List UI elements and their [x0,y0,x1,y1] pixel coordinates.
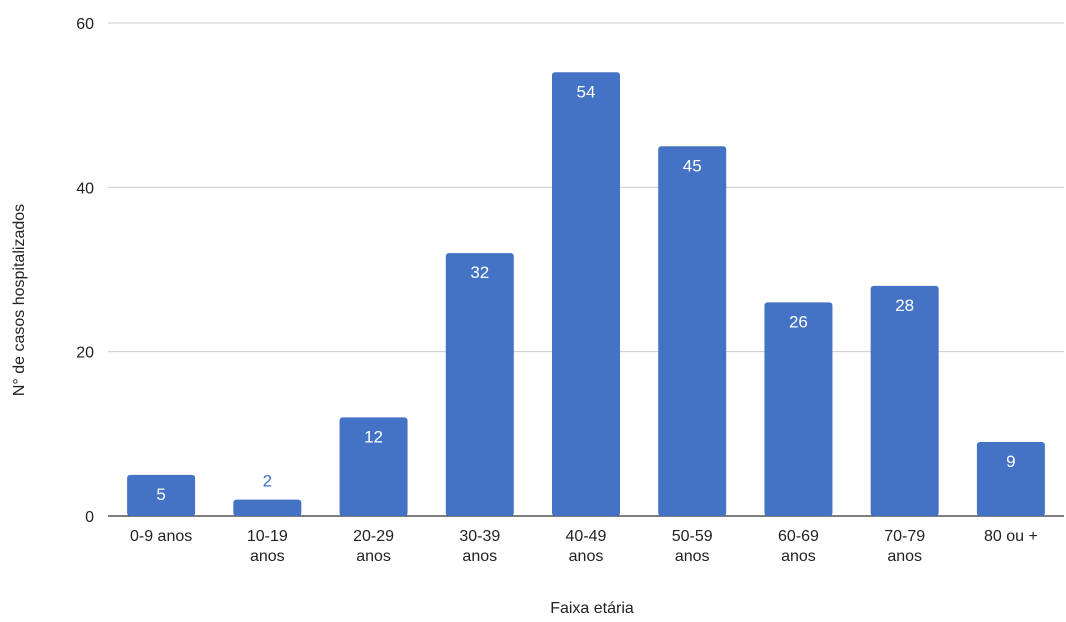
data-label: 32 [470,263,489,282]
y-tick-label: 60 [76,16,94,33]
x-tick-label: 70-79 [884,528,925,545]
data-label: 54 [577,82,596,101]
data-label: 5 [156,485,165,504]
data-label: 45 [683,156,702,175]
x-tick-label: anos [781,548,816,565]
data-label: 26 [789,312,808,331]
x-tick-label: 50-59 [672,528,713,545]
y-tick-label: 20 [76,345,94,362]
bar [870,285,939,516]
bar [976,442,1045,516]
x-tick-label: anos [250,548,285,565]
bar [658,146,727,516]
x-tick-label: 30-39 [459,528,500,545]
x-tick-label: anos [675,548,710,565]
data-label: 28 [895,296,914,315]
x-tick-label: anos [569,548,604,565]
bar [127,474,196,516]
data-label: 12 [364,427,383,446]
y-axis-title: N° de casos hospitalizados [11,204,28,396]
x-tick-label: 80 ou + [984,528,1038,545]
x-tick-label: anos [887,548,922,565]
bar [339,417,408,516]
x-tick-label: anos [356,548,391,565]
x-tick-label: 0-9 anos [130,528,192,545]
x-tick-label: anos [462,548,497,565]
x-axis-title: Faixa etária [550,600,634,617]
x-tick-label: 20-29 [353,528,394,545]
bars: 5 2 12 32 54 45 26 28 9 [127,72,1045,517]
y-tick-label: 40 [76,180,94,197]
x-tick-label: 40-49 [566,528,607,545]
bar [552,72,620,517]
y-tick-label: 0 [85,509,94,526]
x-axis-ticks: 0-9 anos 10-19 anos 20-29 anos 30-39 anos 40-49… [130,528,1038,565]
bar [233,499,302,516]
bar [445,253,514,517]
x-tick-label: 60-69 [778,528,819,545]
data-label: 2 [263,472,272,491]
data-label: 9 [1006,452,1015,471]
bar [764,302,833,516]
x-tick-label: 10-19 [247,528,288,545]
y-axis-ticks: 0 20 40 60 [76,16,94,526]
